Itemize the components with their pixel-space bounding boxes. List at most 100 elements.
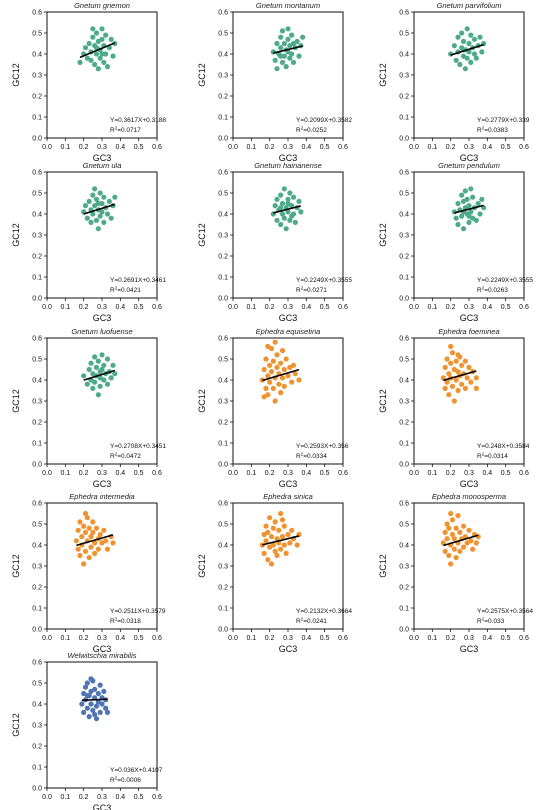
x-tick-label: 0.4 [115,144,125,151]
data-point [274,196,280,202]
x-tick-label: 0.6 [519,470,529,477]
x-tick-label: 0.4 [482,304,492,311]
r-squared-symbol: R [477,453,482,460]
data-point [460,226,467,232]
y-tick-label: 0.4 [32,702,42,709]
y-tick-label: 0.5 [32,522,42,529]
data-point [468,186,474,192]
data-point [479,49,485,55]
data-point [86,555,92,561]
data-point [449,531,456,538]
data-point [268,561,275,567]
data-point [75,527,81,533]
data-point [274,66,280,72]
data-point [455,369,461,375]
data-point [261,366,267,373]
data-point [283,356,289,362]
data-point [296,377,302,383]
data-point [285,36,291,42]
data-point [440,375,446,381]
data-point [279,517,286,523]
data-point [81,373,87,379]
data-point [446,392,452,398]
y-tick-label: 0.2 [399,420,409,427]
x-tick-label: 0.5 [320,470,330,477]
y-axis-label: GC12 [378,63,388,87]
data-point [84,515,90,521]
r-squared-symbol: R [110,453,115,460]
regression-line [83,203,116,215]
data-point [92,711,98,718]
x-tick-label: 0.1 [246,635,256,642]
y-tick-label: 0.5 [218,357,228,364]
data-point [93,525,100,531]
scatter-panel: Ephedra sinica 0.0 0.1 0.2 0.3 0.4 0.5 0.6 0.0 0.… [191,491,371,654]
data-point [451,43,457,49]
r-squared-superscript: 2 [482,452,485,457]
data-point [92,61,98,68]
data-point [272,339,278,345]
r-squared-superscript: 2 [301,286,304,291]
x-tick-label: 0.0 [409,304,419,311]
x-tick-label: 0.1 [60,470,70,477]
r-squared-value: =0.0241 [303,618,327,625]
y-tick-label: 0.0 [218,296,228,303]
x-tick-label: 0.3 [97,304,107,311]
y-tick-label: 0.3 [218,564,228,571]
y-tick-label: 0.2 [399,254,409,261]
y-tick-label: 0.1 [218,115,228,122]
r-squared-symbol: R [477,287,482,294]
data-point [84,215,90,221]
x-tick-label: 0.1 [427,144,437,151]
regression-line [83,369,116,381]
x-tick-label: 0.2 [265,470,275,477]
r-squared-label: R2=0.0252 [296,126,327,135]
y-tick-label: 0.1 [32,115,42,122]
x-tick-label: 0.2 [79,304,89,311]
data-point [279,200,286,207]
data-point [99,209,105,215]
x-tick-label: 0.3 [97,794,107,801]
data-point [462,358,468,364]
data-point [278,221,284,228]
y-tick-label: 0.1 [218,441,228,448]
data-point [460,523,467,529]
data-point [276,381,282,387]
data-point [103,32,109,38]
y-tick-label: 0.5 [218,522,228,529]
data-point [88,57,94,63]
x-tick-label: 0.2 [446,304,456,311]
r-squared-label: R2=0.033 [477,617,505,626]
y-tick-label: 0.1 [218,606,228,613]
regression-line [81,698,108,702]
data-point [274,536,280,542]
y-axis-label: GC12 [197,223,207,247]
y-tick-label: 0.3 [32,399,42,406]
x-tick-label: 0.3 [97,144,107,151]
r-squared-value: =0.0421 [117,287,141,294]
chart-title: Welwitschia mirabilis [67,651,136,660]
data-point [265,373,271,379]
data-point [95,546,101,552]
data-point [272,203,278,209]
y-tick-label: 0.0 [218,462,228,469]
scatter-panel: Gnetum parvifolium 0.0 0.1 0.2 0.3 0.4 0.5 0.6 0… [372,0,550,163]
data-point [77,59,83,65]
data-point [453,358,459,364]
y-tick-label: 0.5 [218,31,228,38]
y-tick-label: 0.2 [399,585,409,592]
data-point [101,527,107,533]
y-tick-label: 0.4 [218,378,228,385]
data-point [97,383,103,389]
x-tick-label: 0.2 [265,635,275,642]
scatter-plot-svg: Welwitschia mirabilis 0.0 0.1 0.2 0.3 0.4 0.5 0… [11,651,163,810]
x-tick-label: 0.2 [446,635,456,642]
data-point [104,381,111,387]
x-tick-label: 0.3 [283,144,293,151]
r-squared-superscript: 2 [301,452,304,457]
data-point [285,209,291,215]
data-point [81,709,87,715]
data-point [90,26,96,32]
data-point [279,534,286,540]
data-point [281,366,287,373]
